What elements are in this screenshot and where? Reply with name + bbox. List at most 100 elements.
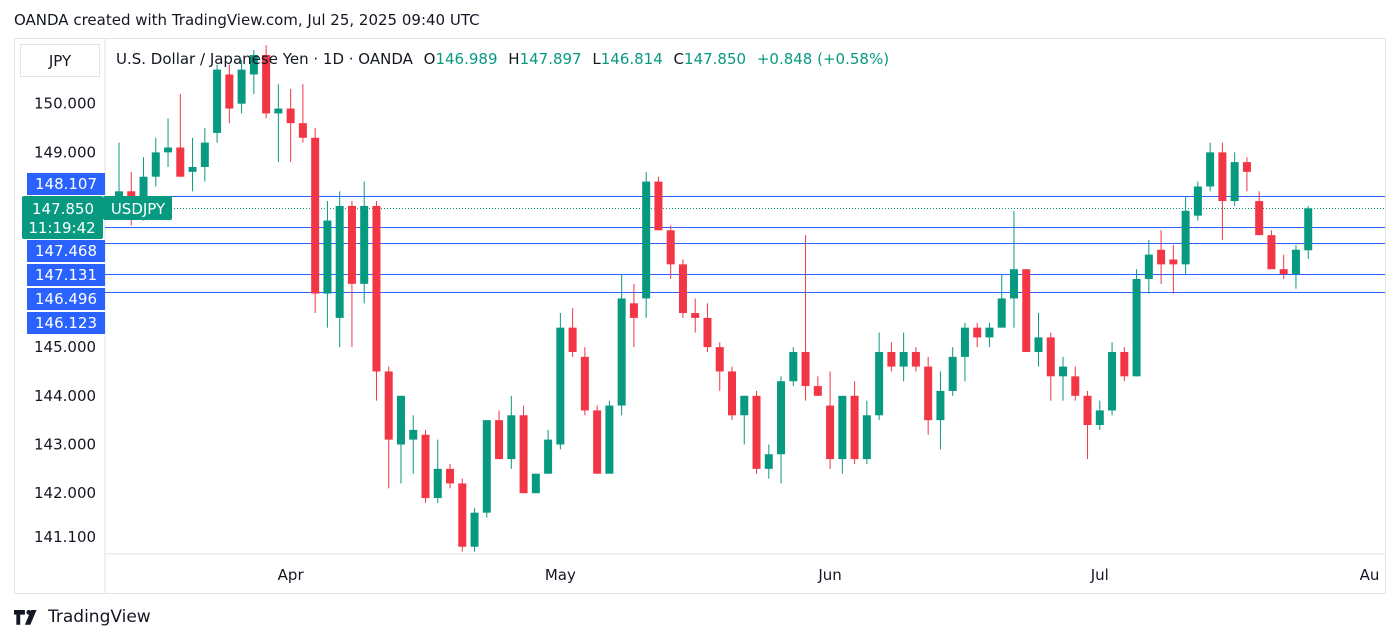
- legend-name[interactable]: U.S. Dollar / Japanese Yen · 1D · OANDA: [116, 50, 413, 68]
- candle[interactable]: [396, 395, 405, 484]
- candle[interactable]: [777, 376, 786, 484]
- candle[interactable]: [384, 366, 393, 489]
- candle[interactable]: [433, 439, 442, 503]
- symbol-unit-box[interactable]: JPY: [20, 44, 100, 77]
- candle[interactable]: [1022, 269, 1031, 352]
- candle[interactable]: [1304, 206, 1313, 259]
- candle[interactable]: [838, 395, 847, 474]
- candle[interactable]: [1108, 342, 1117, 416]
- candle[interactable]: [323, 201, 332, 328]
- candle[interactable]: [678, 259, 687, 318]
- candle[interactable]: [691, 298, 700, 333]
- candle[interactable]: [507, 395, 516, 469]
- candle[interactable]: [519, 405, 528, 494]
- candle[interactable]: [973, 322, 982, 348]
- candle[interactable]: [1059, 356, 1068, 401]
- candle[interactable]: [1218, 142, 1227, 241]
- candle[interactable]: [409, 415, 418, 474]
- candle[interactable]: [875, 332, 884, 421]
- candle[interactable]: [985, 322, 994, 348]
- level-label[interactable]: 146.496: [27, 288, 105, 310]
- candle[interactable]: [1157, 230, 1166, 284]
- candle[interactable]: [1181, 196, 1190, 275]
- candle[interactable]: [1255, 191, 1264, 236]
- candle[interactable]: [262, 45, 271, 119]
- candle[interactable]: [470, 507, 479, 552]
- candle[interactable]: [1206, 142, 1215, 192]
- candle[interactable]: [629, 283, 638, 348]
- candle[interactable]: [862, 400, 871, 464]
- candle[interactable]: [188, 137, 197, 192]
- candle[interactable]: [200, 128, 209, 182]
- candle[interactable]: [1242, 157, 1251, 192]
- candle[interactable]: [151, 137, 160, 187]
- candle[interactable]: [1279, 254, 1288, 279]
- candle[interactable]: [176, 93, 185, 177]
- candle[interactable]: [740, 395, 749, 445]
- candle[interactable]: [1071, 366, 1080, 401]
- candle[interactable]: [826, 371, 835, 469]
- candle[interactable]: [335, 191, 344, 348]
- candle[interactable]: [1009, 210, 1018, 328]
- chart-frame[interactable]: [14, 38, 1386, 594]
- candle[interactable]: [617, 274, 626, 416]
- candle[interactable]: [568, 308, 577, 357]
- candle[interactable]: [237, 59, 246, 114]
- candle[interactable]: [298, 84, 307, 143]
- candle[interactable]: [1291, 244, 1300, 289]
- candle[interactable]: [899, 332, 908, 382]
- candle[interactable]: [164, 118, 173, 167]
- candles[interactable]: [115, 45, 1313, 552]
- candle[interactable]: [764, 444, 773, 479]
- candle[interactable]: [801, 235, 810, 401]
- candle[interactable]: [311, 128, 320, 314]
- candle[interactable]: [960, 322, 969, 382]
- candle[interactable]: [556, 313, 565, 450]
- candle[interactable]: [752, 390, 761, 474]
- candle[interactable]: [703, 303, 712, 352]
- candle[interactable]: [666, 225, 675, 279]
- candle[interactable]: [997, 274, 1006, 328]
- level-label[interactable]: 147.131: [27, 264, 105, 286]
- candle[interactable]: [1083, 390, 1092, 460]
- candle[interactable]: [458, 478, 467, 552]
- candlestick-chart[interactable]: 150.000 149.000 145.000 144.000 143.000 142.0…: [0, 0, 1400, 600]
- candle[interactable]: [274, 84, 283, 163]
- candle[interactable]: [1120, 347, 1129, 382]
- candle[interactable]: [421, 429, 430, 503]
- candle[interactable]: [850, 381, 859, 464]
- candle[interactable]: [225, 64, 234, 124]
- candle[interactable]: [495, 410, 504, 460]
- candle[interactable]: [715, 342, 724, 391]
- candle[interactable]: [728, 366, 736, 421]
- candle[interactable]: [1267, 230, 1276, 270]
- candle[interactable]: [642, 171, 651, 318]
- candle[interactable]: [1230, 152, 1239, 206]
- candle[interactable]: [813, 376, 822, 396]
- candle[interactable]: [249, 50, 258, 94]
- candle[interactable]: [948, 347, 957, 396]
- level-label[interactable]: 148.107: [27, 173, 105, 195]
- candle[interactable]: [213, 64, 222, 143]
- candle[interactable]: [347, 201, 356, 348]
- candle[interactable]: [531, 473, 540, 494]
- candle[interactable]: [593, 405, 602, 474]
- candle[interactable]: [1034, 313, 1043, 367]
- candle[interactable]: [482, 420, 491, 518]
- candle[interactable]: [372, 201, 381, 401]
- candle[interactable]: [1169, 244, 1178, 294]
- candle[interactable]: [360, 181, 369, 304]
- level-label[interactable]: 146.123: [27, 312, 105, 334]
- candle[interactable]: [1046, 332, 1055, 401]
- candle[interactable]: [544, 429, 553, 474]
- candle[interactable]: [1144, 240, 1153, 294]
- candle[interactable]: [446, 463, 455, 489]
- tradingview-brand[interactable]: TradingView: [14, 607, 151, 627]
- candle[interactable]: [936, 371, 945, 450]
- candle[interactable]: [654, 176, 663, 231]
- candle[interactable]: [1132, 269, 1141, 377]
- candle[interactable]: [286, 89, 295, 163]
- candle[interactable]: [924, 356, 933, 435]
- level-label[interactable]: 147.468: [27, 240, 105, 262]
- candle[interactable]: [605, 400, 614, 474]
